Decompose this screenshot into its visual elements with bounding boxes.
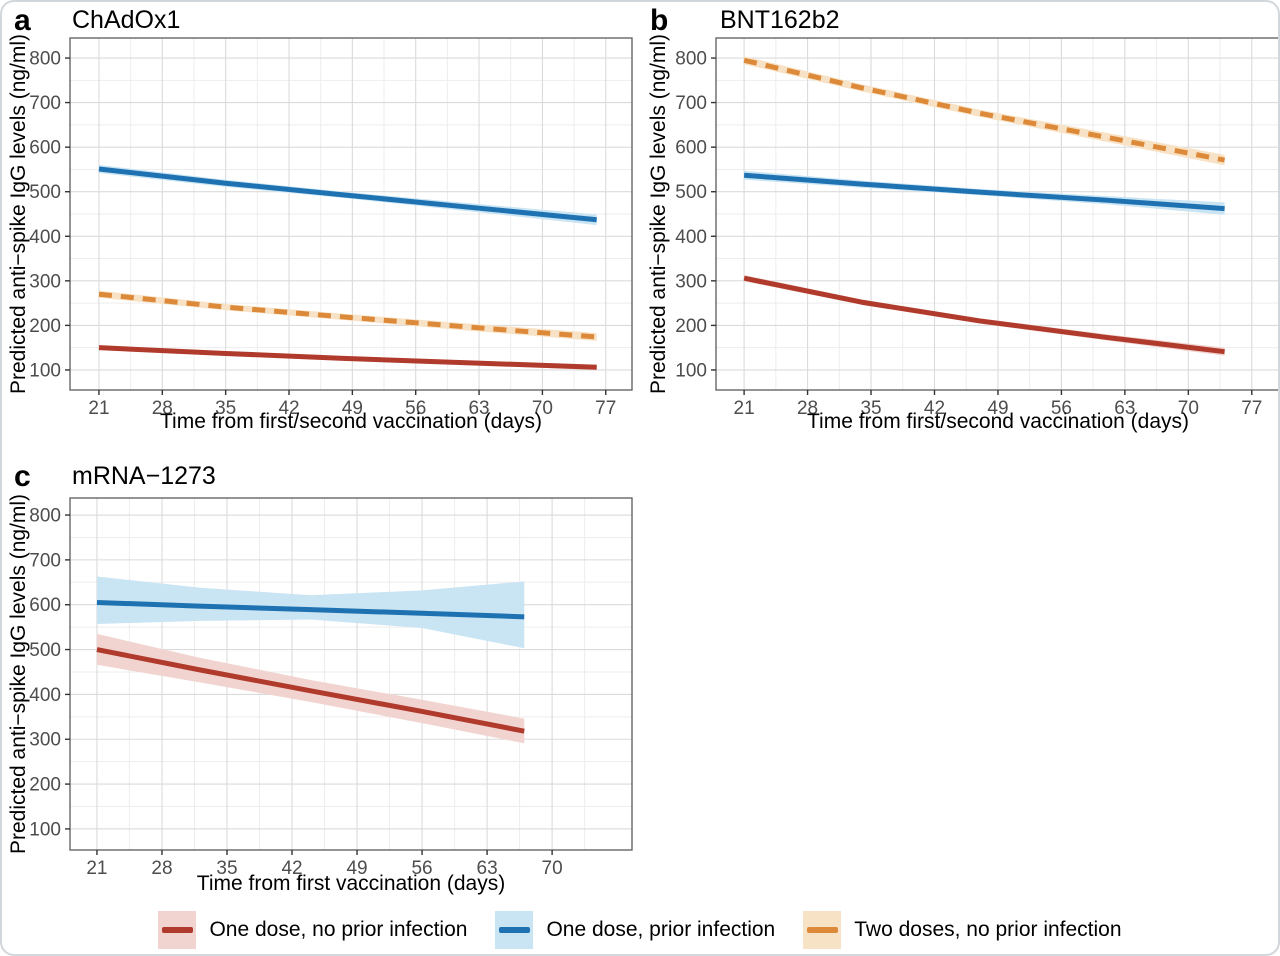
x-tick-label: 49 <box>346 858 367 879</box>
x-tick-label: 70 <box>532 398 553 419</box>
panel-bnt162b2: 21 28 35 42 49 56 63 70 77 100 200 300 400 500 600 700 8… <box>642 2 1278 442</box>
y-tick-label: 400 <box>675 227 707 248</box>
legend-label: One dose, prior infection <box>546 918 776 941</box>
x-tick-label: 70 <box>1178 398 1199 419</box>
panel-chadox1: 21 28 35 42 49 56 63 70 77 100 200 300 400 500 600 700 8… <box>2 2 642 442</box>
legend-label: Two doses, no prior infection <box>854 918 1122 941</box>
y-tick-label: 100 <box>29 819 61 840</box>
y-tick-label: 400 <box>29 227 61 248</box>
x-tick-label: 70 <box>542 858 563 879</box>
legend-key-swatch <box>803 911 842 949</box>
y-tick-label: 200 <box>675 316 707 337</box>
x-tick-label: 49 <box>987 398 1008 419</box>
legend-key-swatch <box>158 911 197 949</box>
series-line <box>98 291 597 340</box>
chart-plot-bnt162b2: 21 28 35 42 49 56 63 70 77 100 200 300 400 500 600 700 8… <box>675 37 1278 419</box>
series-line <box>743 172 1225 212</box>
legend-line-icon <box>161 927 193 933</box>
y-tick-label: 300 <box>29 271 61 292</box>
y-tick-label: 100 <box>29 360 61 381</box>
y-tick-label: 500 <box>29 182 61 203</box>
panel-letter-a: a <box>14 4 31 37</box>
x-tick-label: 56 <box>411 858 432 879</box>
x-axis-title: Time from first/second vaccination (days… <box>806 410 1190 433</box>
legend-entry-one-dose-no-prior: One dose, no prior infection <box>158 911 467 949</box>
panel-mrna1273: 21 28 35 42 49 56 63 70 100 200 300 400 500 600 700 800… <box>2 442 642 912</box>
legend-entry-one-dose-prior: One dose, prior infection <box>495 911 775 949</box>
x-tick-label: 35 <box>860 398 881 419</box>
legend-line-icon <box>806 927 838 933</box>
y-tick-label: 400 <box>29 685 61 706</box>
legend-label: One dose, no prior infection <box>209 918 468 941</box>
x-tick-label: 28 <box>151 858 172 879</box>
x-tick-label: 49 <box>342 398 363 419</box>
panel-letter-b: b <box>650 4 669 37</box>
y-tick-label: 700 <box>29 93 61 114</box>
x-axis-title: Time from first/second vaccination (days… <box>159 410 543 433</box>
x-tick-label: 77 <box>1241 398 1262 419</box>
legend-line-icon <box>498 927 530 933</box>
y-tick-label: 600 <box>675 138 707 159</box>
y-tick-label: 800 <box>29 506 61 527</box>
y-tick-label: 600 <box>29 595 61 616</box>
y-tick-label: 100 <box>675 360 707 381</box>
y-tick-label: 700 <box>29 550 61 571</box>
y-tick-label: 500 <box>675 182 707 203</box>
y-axis-title: Predicted anti−spike IgG levels (ng/ml) <box>7 493 30 855</box>
chart-plot-mrna1273: 21 28 35 42 49 56 63 70 100 200 300 400 500 600 700 800 <box>29 497 633 879</box>
x-tick-label: 63 <box>1114 398 1135 419</box>
y-tick-label: 700 <box>675 93 707 114</box>
x-tick-label: 35 <box>215 398 236 419</box>
x-tick-label: 77 <box>595 398 616 419</box>
series-line <box>96 599 525 620</box>
panel-title-mrna1273: mRNA−1273 <box>72 462 216 490</box>
series-line <box>98 166 597 223</box>
x-tick-label: 28 <box>797 398 818 419</box>
panel-letter-c: c <box>14 460 31 493</box>
y-tick-label: 300 <box>675 271 707 292</box>
y-tick-label: 600 <box>29 138 61 159</box>
x-tick-label: 21 <box>86 858 107 879</box>
series-line <box>96 647 525 734</box>
ci-ribbon <box>744 56 1225 166</box>
series-line <box>98 345 597 370</box>
legend: One dose, no prior infection One dose, p… <box>2 906 1278 954</box>
y-tick-label: 200 <box>29 316 61 337</box>
y-tick-label: 200 <box>29 775 61 796</box>
x-tick-label: 63 <box>468 398 489 419</box>
x-tick-label: 35 <box>216 858 237 879</box>
x-tick-label: 56 <box>1051 398 1072 419</box>
x-tick-label: 42 <box>278 398 299 419</box>
ci-ribbon <box>96 576 525 649</box>
legend-key-swatch <box>495 911 534 949</box>
y-axis-title: Predicted anti−spike IgG levels (ng/ml) <box>647 33 670 395</box>
panel-title-chadox1: ChAdOx1 <box>72 6 181 34</box>
y-tick-label: 800 <box>29 49 61 70</box>
y-tick-label: 500 <box>29 640 61 661</box>
x-tick-label: 56 <box>405 398 426 419</box>
x-tick-label: 21 <box>734 398 755 419</box>
x-tick-label: 21 <box>88 398 109 419</box>
y-tick-label: 300 <box>29 730 61 751</box>
panel-title-bnt162b2: BNT162b2 <box>720 6 840 34</box>
panel-border <box>69 37 633 391</box>
x-tick-label: 42 <box>281 858 302 879</box>
x-tick-label: 42 <box>924 398 945 419</box>
chart-plot-chadox1: 21 28 35 42 49 56 63 70 77 100 200 300 400 500 600 700 8… <box>29 37 633 419</box>
legend-entry-two-doses-no-prior: Two doses, no prior infection <box>803 911 1122 949</box>
y-tick-label: 800 <box>675 49 707 70</box>
y-axis-title: Predicted anti−spike IgG levels (ng/ml) <box>7 33 30 395</box>
x-tick-label: 63 <box>477 858 498 879</box>
series-line <box>743 275 1225 355</box>
x-axis-title: Time from first vaccination (days) <box>196 872 506 895</box>
panel-border <box>69 497 633 851</box>
x-tick-label: 28 <box>152 398 173 419</box>
